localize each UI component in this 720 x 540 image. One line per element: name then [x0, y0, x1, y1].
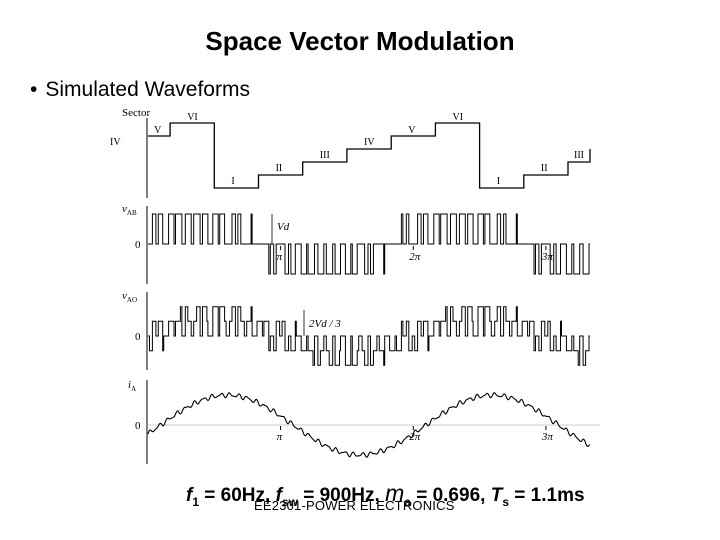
ts-sub: s [502, 494, 509, 509]
footer-text: EE2301-POWER ELECTRONICS [254, 498, 455, 513]
ia-waveform [147, 392, 591, 458]
sector-label-v: V [408, 125, 416, 136]
ts-symbol: T [490, 485, 503, 506]
slide-title: Space Vector Modulation [205, 26, 515, 56]
vab-axis-sub: AB [127, 209, 137, 217]
fsw-sub: sw [281, 494, 298, 509]
parameter-line: f1 = 60Hz, fsw = 900Hz, ma = 0.696, Ts =… [186, 480, 585, 509]
f1-value: = 60Hz, [199, 485, 276, 506]
bullet-text: Simulated Waveforms [45, 78, 250, 101]
sector-label-v: V [154, 125, 162, 136]
vab-waveform [148, 213, 590, 275]
vab-zero-label: 0 [135, 239, 141, 251]
ia-panel: iA 0 π 2π 3π [128, 379, 600, 464]
vao-axis-label: vAO [122, 290, 137, 304]
sector-label-iii: III [574, 150, 584, 161]
sector-label-iv: IV [110, 137, 121, 148]
bullet-icon: • [30, 78, 38, 101]
vab-panel: vAB 0 Vd π 2π 3π [122, 203, 590, 284]
ia-axis-sub: A [131, 385, 136, 393]
ma-symbol: m [385, 480, 405, 506]
vao-waveform [148, 306, 590, 366]
sector-label-vi: VI [453, 112, 464, 123]
vao-panel: vAO 0 2Vd / 3 [122, 290, 590, 370]
ma-value: = 0.696, [410, 485, 491, 506]
f1-sub: 1 [192, 494, 200, 509]
ia-axis-label: iA [128, 379, 136, 393]
sector-label-ii: II [276, 163, 283, 174]
f1-symbol: f [186, 485, 193, 506]
vab-ticks: π 2π 3π [277, 246, 554, 263]
vao-zero-label: 0 [135, 331, 141, 343]
sector-staircase [148, 122, 591, 189]
vab-tick-2: 2π [409, 251, 421, 263]
sector-label-iv: IV [364, 137, 375, 148]
vao-annotation: 2Vd / 3 [309, 318, 341, 330]
ia-tick-1: π [277, 431, 283, 443]
fsw-value: = 900Hz, [297, 485, 386, 506]
sector-axis-label: Sector [122, 107, 150, 119]
vab-tick-3: 3π [541, 251, 554, 263]
ia-ticks: π 2π 3π [277, 426, 554, 443]
vab-tick-1: π [277, 251, 283, 263]
ma-sub: a [404, 494, 411, 509]
ia-tick-3: 3π [541, 431, 554, 443]
vab-axis-label: vAB [122, 203, 137, 217]
waveform-figure: Sector V VI I II III IV V VI I II III IV vAB 0 Vd π… [110, 102, 600, 472]
ts-value: = 1.1ms [509, 485, 585, 506]
sector-label-iii: III [320, 150, 330, 161]
vao-axis-sub: AO [127, 296, 137, 304]
sector-label-i: I [497, 176, 500, 187]
sector-label-ii: II [541, 163, 548, 174]
ia-zero-label: 0 [135, 420, 141, 432]
fsw-symbol: f [275, 485, 282, 506]
sector-label-i: I [231, 176, 234, 187]
bullet-item: • Simulated Waveforms [30, 78, 250, 102]
ia-tick-2: 2π [409, 431, 421, 443]
vd-annotation: Vd [277, 221, 290, 233]
sector-label-vi: VI [187, 112, 198, 123]
